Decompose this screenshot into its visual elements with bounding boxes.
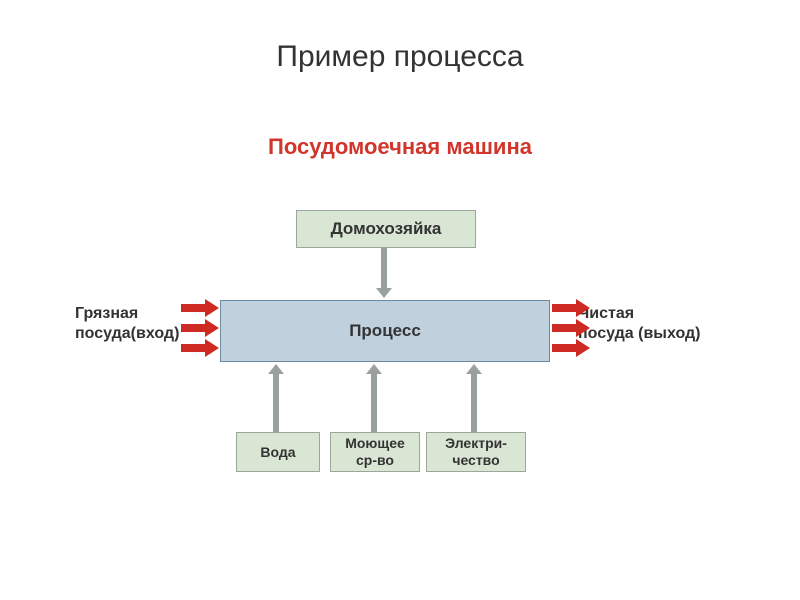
label-input: Грязнаяпосуда(вход): [75, 304, 179, 344]
diagram-subtitle: Посудомоечная машина: [0, 134, 800, 160]
page-title: Пример процесса: [0, 0, 800, 74]
process-diagram: Домохозяйка Процесс ВодаМоющее ср-воЭлектр…: [0, 180, 800, 580]
box-top-actor: Домохозяйка: [296, 210, 476, 248]
box-input-electricity: Электри- чество: [426, 432, 526, 472]
label-output: Чистаяпосуда (выход): [578, 304, 701, 344]
box-input-detergent: Моющее ср-во: [330, 432, 420, 472]
box-input-water: Вода: [236, 432, 320, 472]
box-process: Процесс: [220, 300, 550, 362]
